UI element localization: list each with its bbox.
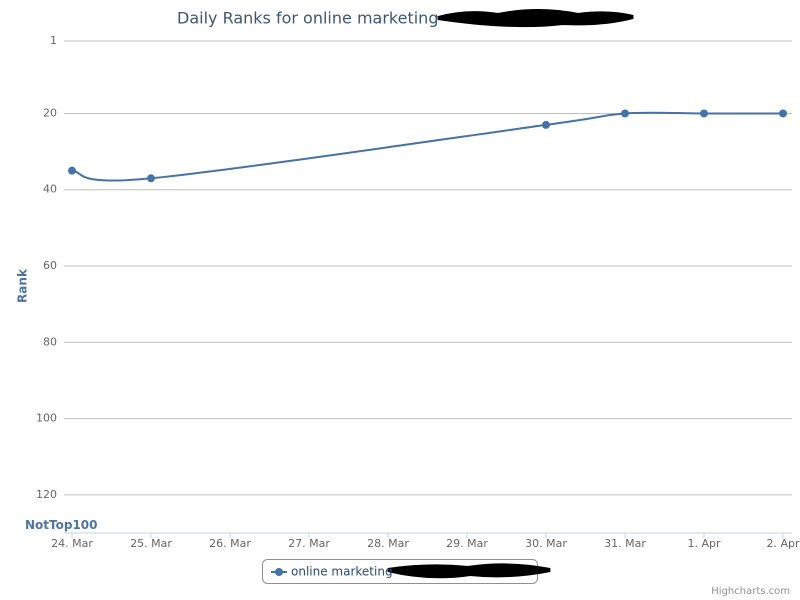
x-tick-label: 25. Mar <box>130 537 172 550</box>
y-tick-label: 60 <box>43 259 57 272</box>
y-tick-label: 120 <box>36 488 57 501</box>
data-point <box>621 109 629 118</box>
x-tick-label: 29. Mar <box>446 537 488 550</box>
legend-label[interactable]: online marketing <box>291 565 393 579</box>
redaction <box>437 9 634 28</box>
data-point <box>68 166 76 175</box>
x-tick-label: 26. Mar <box>209 537 251 550</box>
x-tick-label: 31. Mar <box>604 537 646 550</box>
series-line <box>71 111 783 182</box>
data-point <box>700 109 708 118</box>
y-tick-label: 100 <box>36 412 57 425</box>
y-tick-label: 1 <box>50 34 57 47</box>
x-tick-label: 24. Mar <box>51 537 93 550</box>
legend-symbol <box>275 568 283 576</box>
data-point <box>147 174 155 183</box>
y-tick-label: 40 <box>43 183 57 196</box>
x-tick-label: 27. Mar <box>288 537 330 550</box>
y-axis-title: Rank <box>16 268 30 303</box>
redaction <box>387 563 551 579</box>
x-tick-label: 1. Apr <box>687 537 720 550</box>
x-tick-label: 28. Mar <box>367 537 409 550</box>
x-tick-label: 30. Mar <box>525 537 567 550</box>
x-tick-label: 2. Apr <box>766 537 799 550</box>
data-point <box>779 109 787 118</box>
credits: Highcharts.com <box>711 586 790 597</box>
y-tick-label: 20 <box>43 106 57 119</box>
chart-title: Daily Ranks for online marketing <box>177 9 438 28</box>
y-tick-label: NotTop100 <box>25 518 98 532</box>
data-point <box>542 120 550 129</box>
y-tick-label: 80 <box>43 335 57 348</box>
